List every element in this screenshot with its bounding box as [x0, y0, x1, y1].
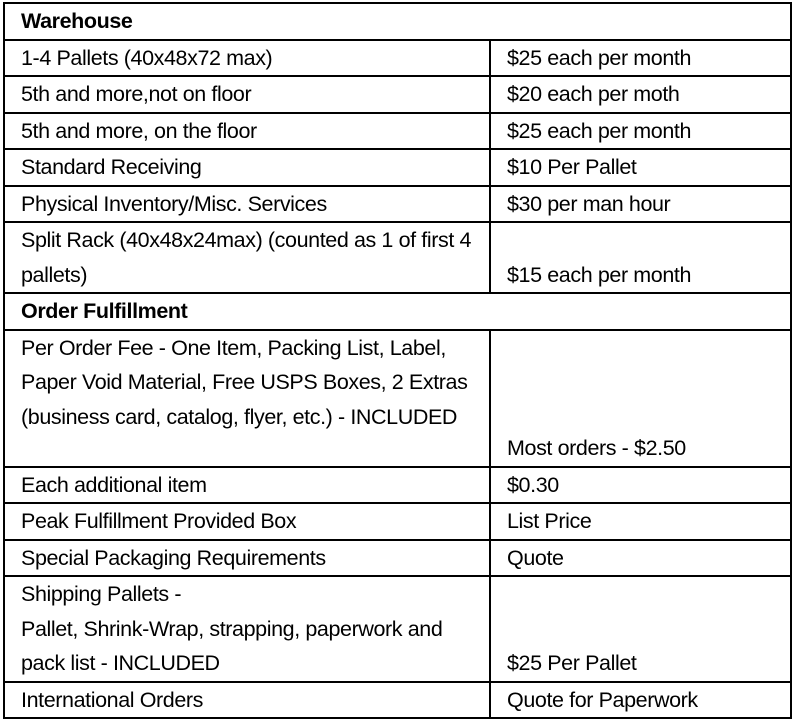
- table-row: Each additional item $0.30: [3, 465, 792, 504]
- price-cell: $20 each per moth: [489, 75, 792, 114]
- service-cell: Standard Receiving: [3, 148, 491, 187]
- service-cell: International Orders: [3, 680, 491, 719]
- section-title: Warehouse: [3, 2, 792, 41]
- table-row: Peak Fulfillment Provided Box List Price: [3, 502, 792, 541]
- table-row: Special Packaging Requirements Quote: [3, 538, 792, 577]
- price-cell: $10 Per Pallet: [489, 148, 792, 187]
- price-cell: $30 per man hour: [489, 184, 792, 223]
- section-header-row: Warehouse: [3, 2, 792, 41]
- table-row: 5th and more,not on floor $20 each per mo…: [3, 75, 792, 114]
- table-row: Physical Inventory/Misc. Services $30 per…: [3, 184, 792, 223]
- service-cell: 5th and more, on the floor: [3, 111, 491, 150]
- service-cell: Shipping Pallets - Pallet, Shrink-Wrap, …: [3, 575, 491, 683]
- price-cell: Quote for Paperwork: [489, 680, 792, 719]
- service-cell: Each additional item: [3, 465, 491, 504]
- section-header-row: Order Fulfillment: [3, 292, 792, 331]
- price-cell: $25 each per month: [489, 111, 792, 150]
- price-cell: $0.30: [489, 465, 792, 504]
- service-cell: Special Packaging Requirements: [3, 538, 491, 577]
- price-cell: Most orders - $2.50: [489, 328, 792, 468]
- service-cell: Split Rack (40x48x24max) (counted as 1 o…: [3, 221, 491, 294]
- table-row: International Orders Quote for Paperwork: [3, 680, 792, 719]
- pricing-table: Warehouse 1-4 Pallets (40x48x72 max) $25 e…: [3, 2, 792, 719]
- price-cell: $25 Per Pallet: [489, 575, 792, 683]
- price-cell: Quote: [489, 538, 792, 577]
- table-row: Per Order Fee - One Item, Packing List, …: [3, 328, 792, 468]
- service-cell: Peak Fulfillment Provided Box: [3, 502, 491, 541]
- service-cell: Per Order Fee - One Item, Packing List, …: [3, 328, 491, 468]
- service-cell: 1-4 Pallets (40x48x72 max): [3, 38, 491, 77]
- table-row: Split Rack (40x48x24max) (counted as 1 o…: [3, 221, 792, 294]
- service-cell: Physical Inventory/Misc. Services: [3, 184, 491, 223]
- table-row: 1-4 Pallets (40x48x72 max) $25 each per m…: [3, 38, 792, 77]
- table-row: Standard Receiving $10 Per Pallet: [3, 148, 792, 187]
- price-cell: $25 each per month: [489, 38, 792, 77]
- table-row: 5th and more, on the floor $25 each per m…: [3, 111, 792, 150]
- table-row: Shipping Pallets - Pallet, Shrink-Wrap, …: [3, 575, 792, 683]
- section-title: Order Fulfillment: [3, 292, 792, 331]
- service-cell: 5th and more,not on floor: [3, 75, 491, 114]
- price-cell: List Price: [489, 502, 792, 541]
- price-cell: $15 each per month: [489, 221, 792, 294]
